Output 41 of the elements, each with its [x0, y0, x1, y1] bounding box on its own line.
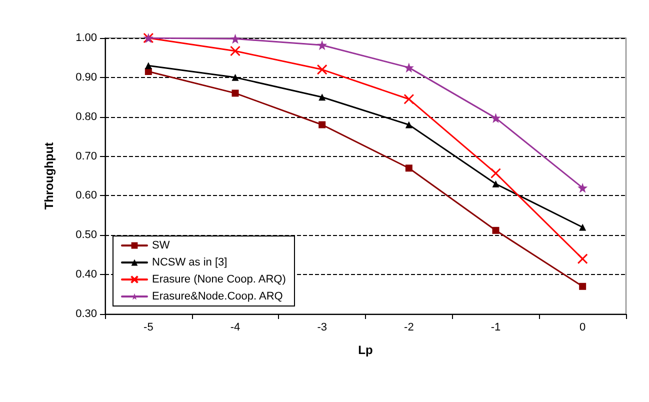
- y-tick-label: 0.90: [76, 71, 97, 84]
- y-tick-label: 1.00: [76, 32, 97, 44]
- point: [232, 90, 239, 97]
- y-tick-label: 0.60: [76, 190, 97, 202]
- x-axis-title: Lp: [358, 343, 373, 357]
- x-tick-label: -4: [230, 322, 240, 334]
- point: [144, 62, 152, 70]
- point: [317, 40, 328, 50]
- point: [404, 94, 414, 104]
- y-axis-title: Throughput: [42, 142, 56, 210]
- point: [318, 121, 326, 128]
- y-tick-label: 0.70: [76, 150, 97, 162]
- y-tick-label: 0.80: [76, 110, 97, 123]
- point: [579, 224, 586, 231]
- point: [230, 34, 240, 44]
- point: [316, 64, 328, 75]
- y-tick-label: 0.30: [76, 308, 97, 320]
- point: [578, 182, 588, 193]
- point: [490, 113, 501, 124]
- point: [579, 282, 586, 290]
- x-tick-label: -5: [144, 322, 154, 334]
- x-tick-label: -1: [490, 322, 501, 334]
- point: [577, 254, 588, 264]
- point: [230, 46, 240, 56]
- point: [404, 62, 414, 73]
- point: [405, 164, 412, 172]
- point: [318, 94, 326, 101]
- x-tick-label: -2: [404, 322, 414, 334]
- legend-label: Erasure&Node.Coop. ARQ: [152, 290, 284, 302]
- point: [492, 226, 500, 234]
- x-tick-label: -3: [317, 322, 327, 334]
- legend-label: Erasure (None Coop. ARQ): [152, 274, 286, 286]
- point: [232, 74, 239, 81]
- point: [490, 168, 501, 178]
- legend-label: SW: [152, 240, 170, 252]
- x-tick-label: 0: [580, 322, 586, 334]
- y-tick-label: 0.50: [76, 229, 97, 242]
- point: [405, 121, 412, 128]
- point: [492, 180, 500, 188]
- y-tick-label: 0.40: [76, 268, 97, 281]
- legend-label: NCSW as in [3]: [152, 256, 228, 268]
